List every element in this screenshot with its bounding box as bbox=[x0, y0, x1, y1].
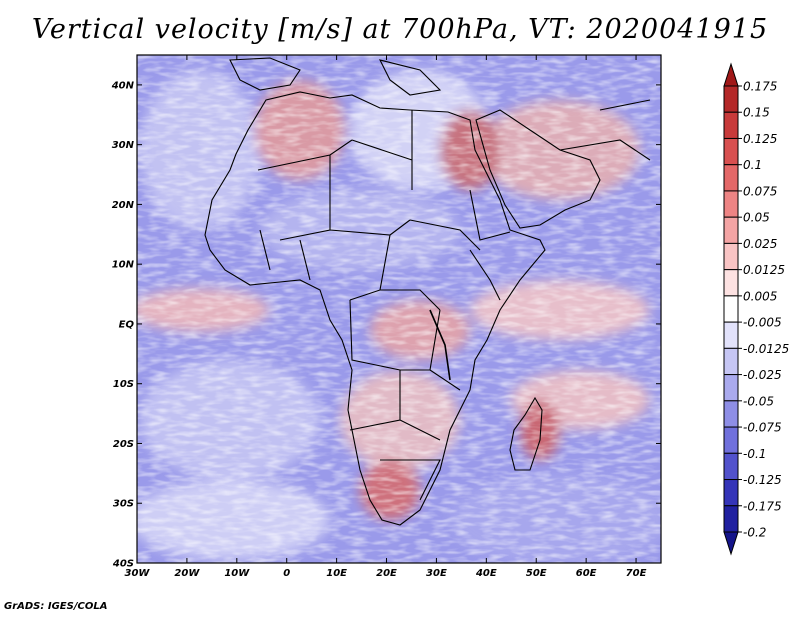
colorbar-swatch bbox=[723, 374, 739, 402]
colorbar-swatch bbox=[723, 400, 739, 428]
colorbar-label: -0.175 bbox=[743, 499, 782, 513]
lon-tick-label: 30W bbox=[125, 568, 151, 579]
colorbar: 0.175 0.15 0.125 0.1 0.075 0.05 0.025 0.0125 0.0… bbox=[723, 62, 789, 556]
colorbar-swatch bbox=[723, 452, 739, 481]
lat-tick-label: 20N bbox=[112, 200, 135, 211]
lat-tick-label: 40S bbox=[112, 559, 134, 570]
colorbar-label: 0.125 bbox=[743, 132, 777, 146]
lat-tick-label: 30S bbox=[113, 499, 134, 510]
lon-tick-label: 0 bbox=[283, 568, 290, 579]
colorbar-swatch bbox=[723, 505, 739, 533]
colorbar-label: -0.075 bbox=[743, 421, 782, 435]
colorbar-bottom-arrow bbox=[723, 531, 739, 556]
country-borders bbox=[204, 57, 651, 526]
colorbar-swatch bbox=[723, 426, 739, 454]
colorbar-label: 0.0125 bbox=[743, 263, 785, 277]
lon-tick-label: 40E bbox=[475, 568, 497, 579]
colorbar-swatch bbox=[723, 85, 739, 113]
colorbar-label: 0.15 bbox=[743, 106, 770, 120]
colorbar-label: -0.2 bbox=[743, 526, 766, 540]
lat-tick-label: 30N bbox=[112, 140, 135, 151]
colorbar-label: 0.05 bbox=[743, 211, 770, 225]
lat-tick-label: 40N bbox=[111, 80, 135, 91]
colorbar-label: 0.025 bbox=[743, 237, 777, 251]
lat-tick-label: 20S bbox=[113, 439, 134, 450]
lon-tick-label: 10W bbox=[224, 568, 250, 579]
lon-tick-label: 20W bbox=[174, 568, 200, 579]
colorbar-label: 0.075 bbox=[743, 184, 777, 198]
colorbar-label: 0.1 bbox=[743, 158, 762, 172]
colorbar-swatch bbox=[723, 295, 739, 323]
lat-tick-label: 10S bbox=[113, 379, 134, 390]
longitude-ticks: 30W 20W 10W 0 10E 20E 30E 40E 50E 60E 70E bbox=[125, 55, 647, 579]
colorbar-label: -0.125 bbox=[743, 473, 782, 487]
colorbar-swatch bbox=[723, 321, 739, 349]
lon-tick-label: 10E bbox=[326, 568, 347, 579]
colorbar-swatch bbox=[723, 242, 739, 271]
colorbar-label: -0.1 bbox=[743, 447, 766, 461]
colorbar-swatch bbox=[723, 269, 739, 297]
plot-frame bbox=[136, 54, 662, 564]
colorbar-label: -0.025 bbox=[743, 368, 782, 382]
colorbar-swatch bbox=[723, 137, 739, 166]
colorbar-swatch bbox=[723, 111, 739, 139]
lon-tick-label: 20E bbox=[376, 568, 397, 579]
colorbar-swatch bbox=[723, 190, 739, 218]
vertical-velocity-field bbox=[137, 55, 661, 563]
colorbar-label: -0.005 bbox=[743, 316, 782, 330]
colorbar-swatch bbox=[723, 479, 739, 507]
colorbar-top-arrow bbox=[723, 62, 739, 87]
colorbar-swatch bbox=[723, 216, 739, 244]
colorbar-label: 0.005 bbox=[743, 289, 777, 303]
map-title: Vertical velocity [m/s] at 700hPa, VT: 2… bbox=[31, 14, 769, 45]
lat-tick-label: 10N bbox=[112, 260, 135, 271]
lon-tick-label: 50E bbox=[526, 568, 547, 579]
colorbar-swatch bbox=[723, 164, 739, 192]
grads-credit: GrADS: IGES/COLA bbox=[4, 601, 108, 612]
colorbar-swatch bbox=[723, 347, 739, 376]
lon-tick-label: 30E bbox=[426, 568, 447, 579]
lat-tick-label: EQ bbox=[119, 319, 135, 330]
latitude-ticks: 40N 30N 20N 10N EQ 10S 20S 30S 40S bbox=[111, 80, 661, 570]
lon-tick-label: 70E bbox=[626, 568, 647, 579]
colorbar-label: -0.05 bbox=[743, 394, 774, 408]
colorbar-label: -0.0125 bbox=[743, 342, 789, 356]
colorbar-label: 0.175 bbox=[743, 80, 777, 94]
lon-tick-label: 60E bbox=[576, 568, 597, 579]
